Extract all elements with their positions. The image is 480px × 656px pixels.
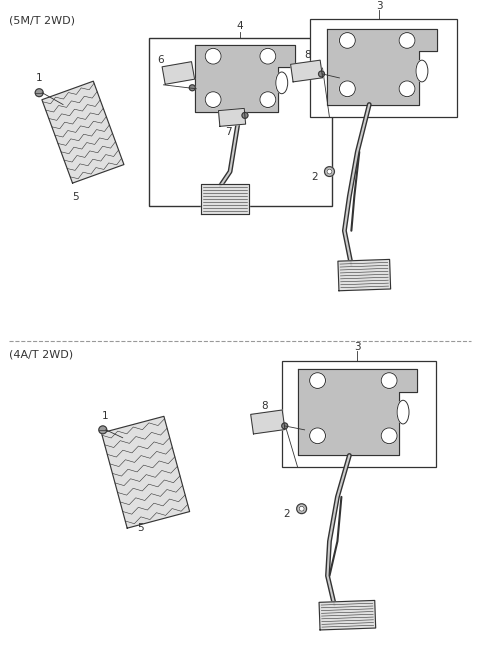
Polygon shape [338,259,391,291]
Circle shape [260,49,276,64]
Text: 5: 5 [137,523,144,533]
Circle shape [310,373,325,388]
Circle shape [324,167,335,176]
Circle shape [399,81,415,96]
Circle shape [381,428,397,443]
Polygon shape [290,60,323,82]
Circle shape [260,92,276,108]
Polygon shape [319,600,376,630]
Text: 6: 6 [157,55,164,65]
Ellipse shape [397,400,409,424]
Circle shape [399,33,415,49]
Text: 5: 5 [72,192,79,202]
Polygon shape [162,62,194,85]
Ellipse shape [416,60,428,82]
Text: 2: 2 [283,508,290,519]
Circle shape [99,426,107,434]
Text: 4: 4 [237,21,243,31]
Polygon shape [42,81,124,183]
Circle shape [282,423,288,429]
Text: 1: 1 [36,73,43,83]
Circle shape [299,506,304,511]
Circle shape [339,33,355,49]
Polygon shape [101,417,190,528]
Polygon shape [201,184,249,214]
Text: (5M/T 2WD): (5M/T 2WD) [9,16,75,26]
Polygon shape [251,410,285,434]
Polygon shape [218,108,246,127]
Circle shape [35,89,43,96]
Circle shape [381,373,397,388]
Bar [148,39,333,206]
Text: 8: 8 [304,51,311,60]
Circle shape [242,112,248,118]
Circle shape [327,169,332,174]
Circle shape [319,71,324,77]
Bar [310,19,457,117]
Polygon shape [195,45,295,112]
Text: 3: 3 [354,342,360,352]
Text: 8: 8 [262,401,268,411]
Circle shape [339,81,355,96]
Text: 2: 2 [311,173,318,182]
Text: 7: 7 [225,127,231,137]
Text: 1: 1 [101,411,108,421]
Circle shape [205,49,221,64]
Circle shape [189,85,195,91]
Circle shape [205,92,221,108]
Circle shape [310,428,325,443]
Circle shape [297,504,307,514]
Ellipse shape [276,72,288,94]
Polygon shape [298,369,417,455]
Text: (4A/T 2WD): (4A/T 2WD) [9,349,73,359]
Bar [282,361,436,467]
Text: 3: 3 [376,1,383,11]
Polygon shape [327,29,437,104]
